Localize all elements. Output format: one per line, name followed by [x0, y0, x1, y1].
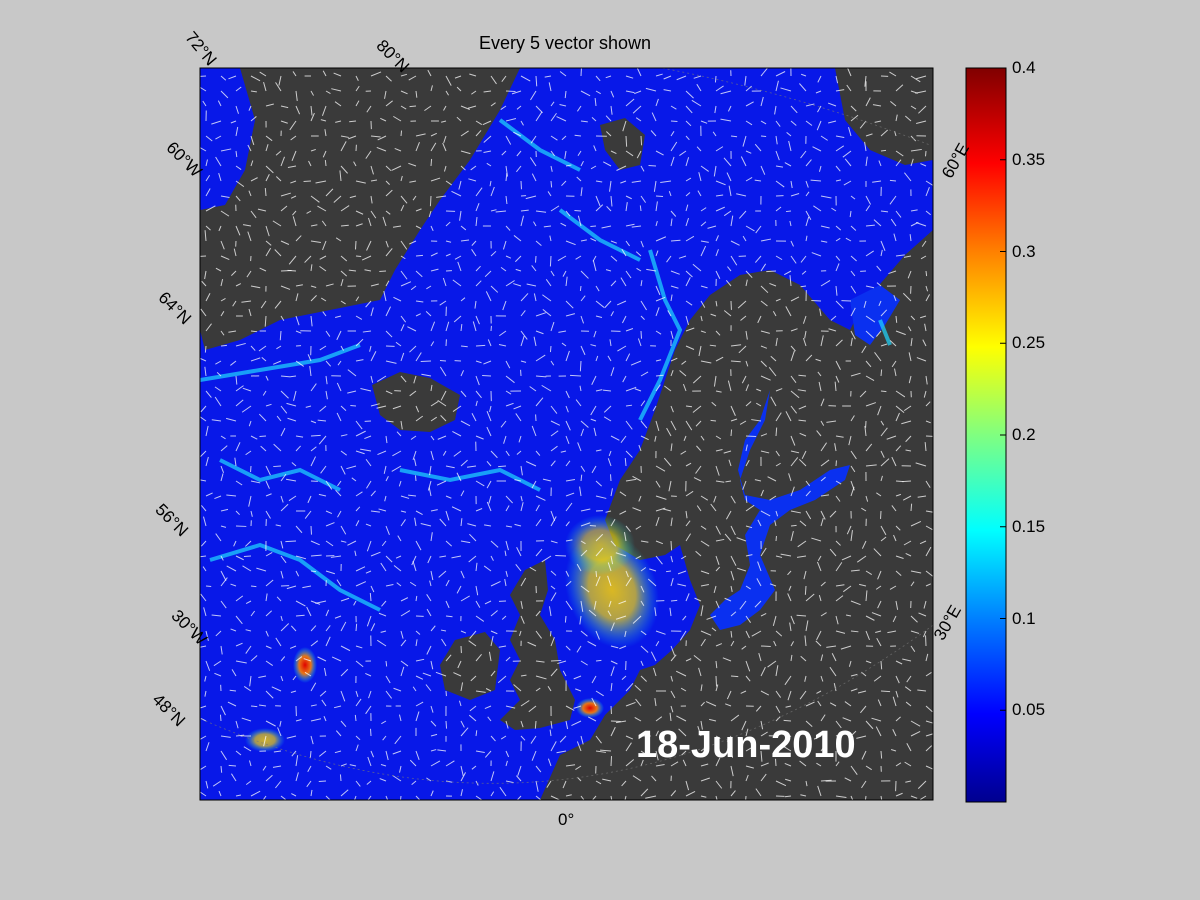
- colorbar-tick-label: 0.3: [1012, 241, 1036, 261]
- speed-zone-gulf-stream: [293, 647, 317, 683]
- colorbar-tick-label: 0.4: [1012, 58, 1036, 77]
- colorbar-tick-label: 0.2: [1012, 425, 1036, 444]
- land-iceland: [372, 372, 460, 432]
- plot-title: Every 5 vector shown: [478, 33, 652, 53]
- colorbar-tick-label: 0.05: [1012, 700, 1046, 720]
- current-streaks: [200, 118, 892, 612]
- land-ireland: [440, 632, 500, 700]
- map-content: [200, 68, 933, 800]
- speed-zone-channel: [576, 698, 604, 718]
- land-greenland: [200, 68, 520, 350]
- graticule: [200, 68, 933, 784]
- date-stamp: 18-Jun-2010: [636, 724, 856, 766]
- land-britain: [500, 560, 575, 730]
- colorbar-tick-label: 0.25: [1012, 333, 1046, 353]
- colorbar-tick-label: 0.15: [1012, 516, 1046, 536]
- white-sea: [850, 285, 900, 345]
- speed-zone-norway-coast: [565, 515, 635, 575]
- label-lon-0: 0°: [558, 810, 575, 829]
- colorbar-tick-label: 0.1: [1012, 608, 1036, 628]
- land-novaya-zemlya: [835, 68, 933, 165]
- vector-field: [200, 68, 933, 800]
- land-svalbard: [600, 118, 645, 170]
- map-frame: [199, 67, 934, 801]
- baltic-sea: [710, 390, 850, 630]
- colorbar-ticks: [1000, 67, 1006, 711]
- colorbar-tick-label: 0.35: [1012, 149, 1046, 169]
